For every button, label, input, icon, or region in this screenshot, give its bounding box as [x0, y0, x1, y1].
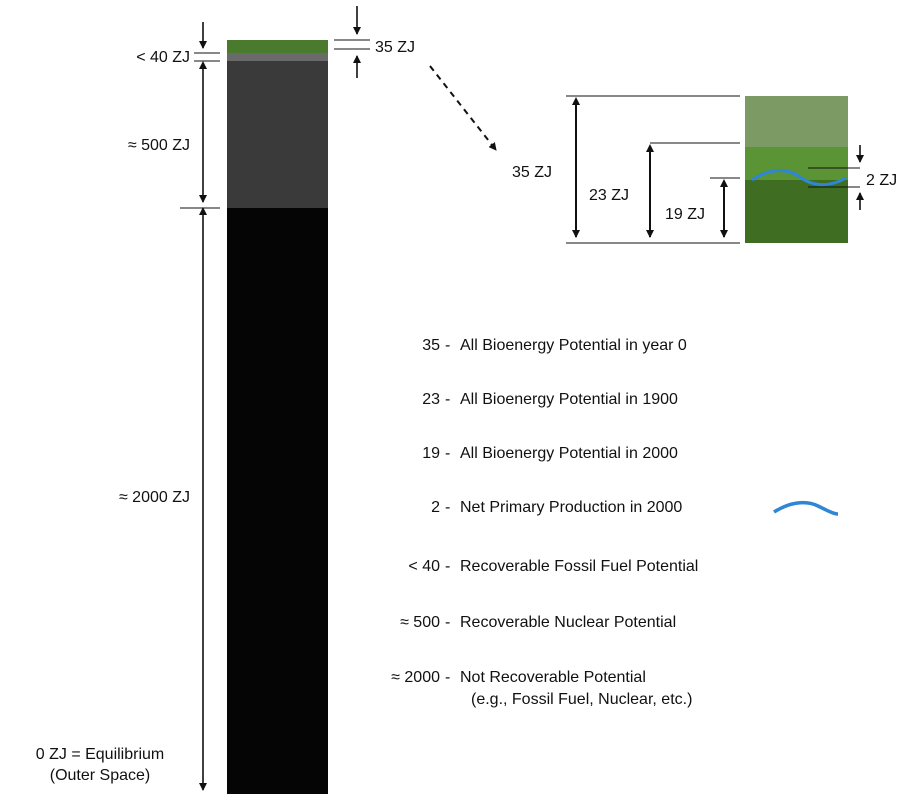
legend-dash: -	[445, 614, 450, 631]
outer-space-label: (Outer Space)	[50, 767, 150, 784]
legend-value-year0: 35	[422, 337, 440, 354]
zoom-label-2000: 19 ZJ	[665, 206, 705, 223]
legend-dash: -	[445, 669, 450, 686]
legend-dash: -	[445, 499, 450, 516]
legend-dash: -	[445, 558, 450, 575]
left-dimensions	[180, 22, 220, 791]
bioenergy-band	[227, 40, 328, 53]
zoom-label-1900: 23 ZJ	[589, 187, 629, 204]
legend-value-2000: 19	[422, 445, 440, 462]
bioenergy-label: 35 ZJ	[375, 39, 415, 56]
legend-value-fossil: < 40	[408, 558, 440, 575]
not-recoverable-label: ≈ 2000 ZJ	[119, 489, 190, 506]
legend-text-1900: All Bioenergy Potential in 1900	[460, 391, 678, 408]
zoom-label-npp: 2 ZJ	[866, 172, 897, 189]
legend-text-year0: All Bioenergy Potential in year 0	[460, 337, 687, 354]
legend-dash: -	[445, 391, 450, 408]
fossil-band	[227, 53, 328, 61]
nuclear-label: ≈ 500 ZJ	[128, 137, 190, 154]
legend-value-1900: 23	[422, 391, 440, 408]
energy-column	[227, 40, 328, 794]
bioenergy-zoom-inset	[566, 95, 864, 244]
legend-text-npp: Net Primary Production in 2000	[460, 499, 682, 516]
legend-value-not-recoverable: ≈ 2000	[391, 669, 440, 686]
zoom-band-year0	[745, 96, 848, 147]
zoom-band-2000	[745, 180, 848, 243]
legend-dash: -	[445, 445, 450, 462]
legend-text-not-recoverable: Not Recoverable Potential	[460, 669, 646, 686]
npp-wave-legend	[773, 500, 839, 516]
equilibrium-label: 0 ZJ = Equilibrium	[36, 746, 165, 763]
legend-text-nuclear: Recoverable Nuclear Potential	[460, 614, 676, 631]
fossil-label: < 40 ZJ	[136, 49, 190, 66]
legend-text-2000: All Bioenergy Potential in 2000	[460, 445, 678, 462]
legend-text-fossil: Recoverable Fossil Fuel Potential	[460, 558, 698, 575]
legend: 35 - All Bioenergy Potential in year 0 2…	[391, 337, 839, 708]
npp-wave-inset	[751, 169, 847, 187]
legend-value-npp: 2	[431, 499, 440, 516]
bioenergy-dimension	[334, 6, 370, 78]
legend-text-not-recoverable-note: (e.g., Fossil Fuel, Nuclear, etc.)	[471, 691, 692, 708]
zoom-arrow	[429, 65, 497, 151]
legend-dash: -	[445, 337, 450, 354]
legend-value-nuclear: ≈ 500	[400, 614, 440, 631]
zoom-label-year0: 35 ZJ	[512, 164, 552, 181]
not-recoverable-band	[227, 208, 328, 794]
nuclear-band	[227, 61, 328, 208]
